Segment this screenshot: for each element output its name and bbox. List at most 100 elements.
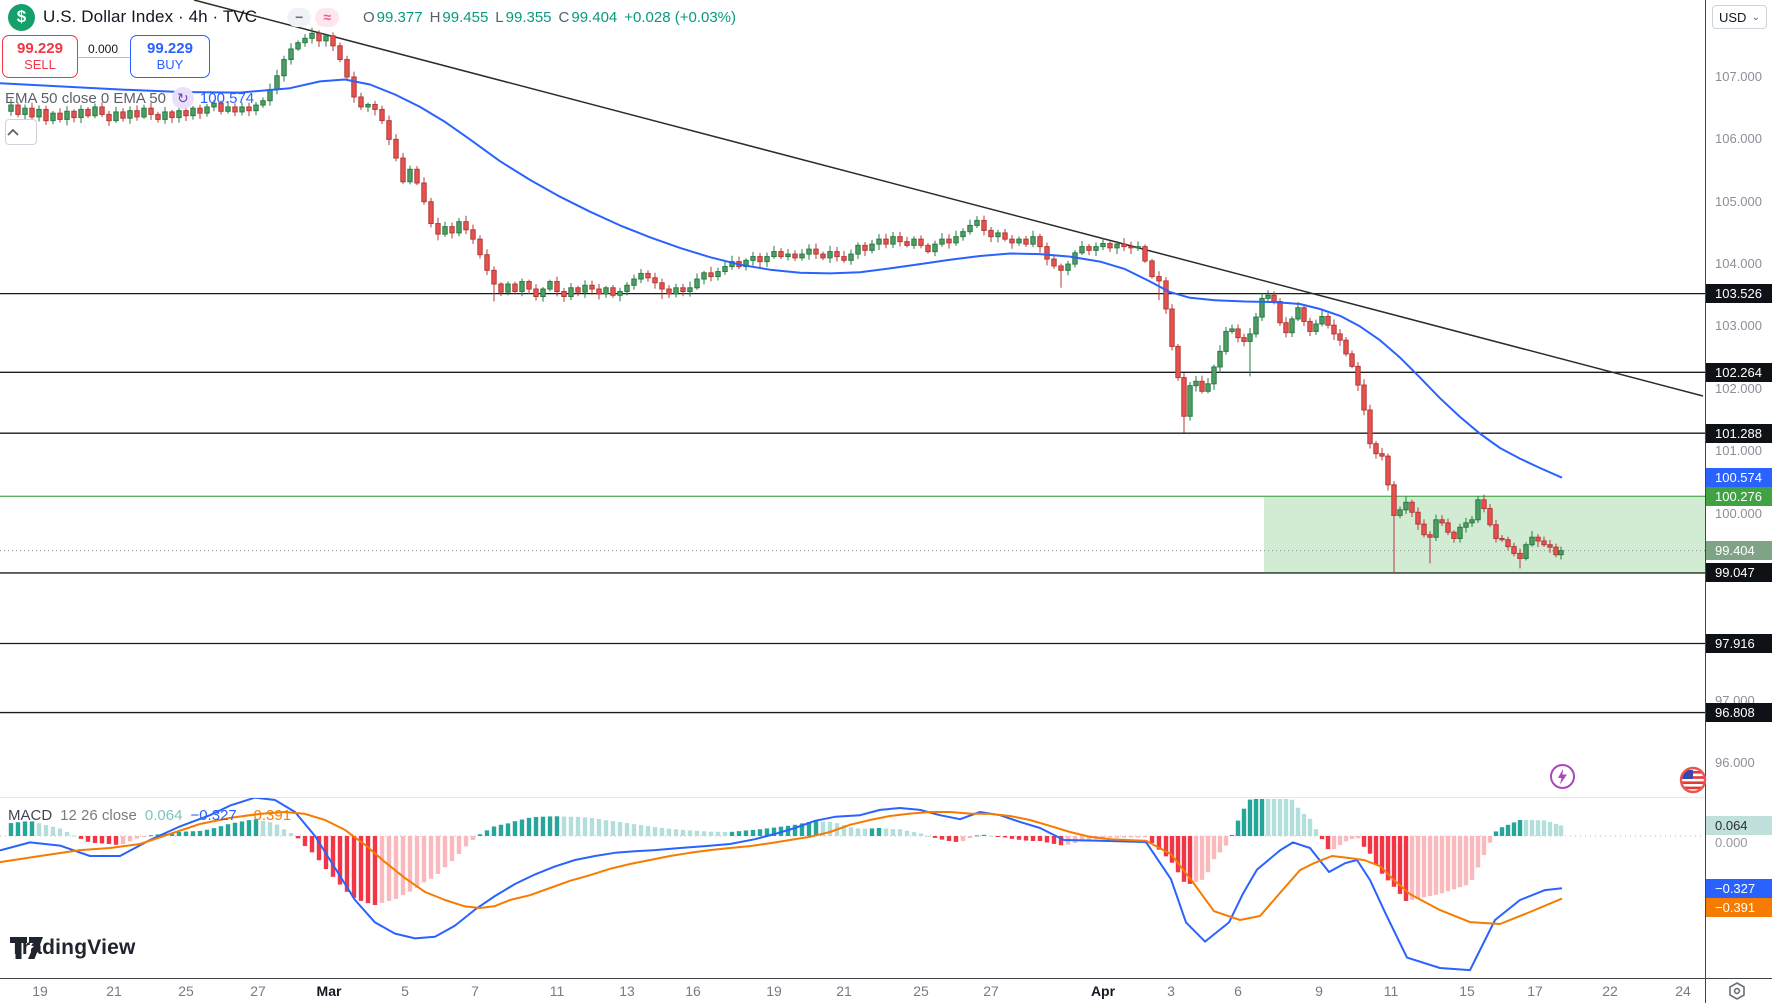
buy-button[interactable]: 99.229 BUY bbox=[130, 35, 210, 78]
macd-chart[interactable] bbox=[0, 797, 1705, 978]
candle-body bbox=[638, 272, 644, 280]
sync-icon[interactable]: ↻ bbox=[171, 87, 194, 109]
candle-body bbox=[1058, 265, 1064, 271]
macd-histogram-bar bbox=[365, 836, 371, 904]
candle-body bbox=[239, 106, 245, 113]
tradingview-logo[interactable]: TradingView bbox=[10, 936, 136, 960]
candle-body bbox=[1277, 300, 1283, 324]
candle-body bbox=[50, 112, 56, 122]
candle-body bbox=[484, 254, 490, 271]
symbol-title[interactable]: U.S. Dollar Index · 4h · TVC bbox=[43, 7, 258, 26]
macd-histogram-bar bbox=[148, 835, 154, 837]
macd-histogram-bar bbox=[757, 829, 763, 836]
candle-body bbox=[540, 288, 546, 298]
candle-body bbox=[141, 107, 147, 118]
macd-histogram-bar bbox=[435, 836, 441, 874]
candle-body bbox=[323, 35, 329, 42]
ema-legend-value: 100.574 bbox=[199, 89, 255, 107]
candle-body bbox=[918, 238, 924, 246]
macd-histogram-bar bbox=[1100, 836, 1106, 839]
macd-histogram-bar bbox=[246, 820, 252, 836]
time-label-day: 22 bbox=[1602, 983, 1618, 999]
price-tick: 100.000 bbox=[1715, 505, 1762, 521]
macd-hist-axis-label: 0.064 bbox=[1706, 816, 1772, 836]
currency-dropdown[interactable]: USD ⌄ bbox=[1712, 5, 1767, 29]
macd-histogram-bar bbox=[484, 830, 490, 836]
level-price-label: 103.526 bbox=[1706, 284, 1772, 304]
buy-price: 99.229 bbox=[147, 40, 193, 57]
candle-body bbox=[218, 102, 224, 112]
time-label-day: 3 bbox=[1167, 983, 1175, 999]
macd-histogram-bar bbox=[1193, 836, 1199, 882]
macd-histogram-bar bbox=[883, 828, 889, 836]
macd-histogram-bar bbox=[1319, 836, 1325, 840]
candle-body bbox=[295, 42, 301, 50]
candle-body bbox=[414, 168, 420, 184]
macd-histogram-bar bbox=[855, 828, 861, 836]
price-axis[interactable]: USD ⌄ 107.000 106.000 105.000 104.000 103.00… bbox=[1705, 0, 1772, 1003]
macd-histogram-bar bbox=[1135, 836, 1141, 838]
candle-body bbox=[106, 113, 112, 122]
candle-body bbox=[1002, 232, 1008, 240]
macd-histogram-bar bbox=[1529, 820, 1535, 836]
candle-body bbox=[1481, 499, 1487, 510]
macd-histogram-bar bbox=[470, 836, 476, 840]
high-label: H bbox=[429, 8, 441, 26]
macd-histogram-bar bbox=[1114, 836, 1120, 838]
price-chart[interactable] bbox=[0, 0, 1705, 797]
macd-histogram-bar bbox=[456, 836, 462, 854]
candle-body bbox=[1163, 280, 1169, 310]
macd-line-axis-label: −0.327 bbox=[1706, 879, 1772, 898]
macd-histogram-bar bbox=[1391, 836, 1397, 887]
macd-histogram-bar bbox=[904, 830, 910, 836]
macd-histogram-bar bbox=[127, 836, 133, 842]
macd-histogram-bar bbox=[1277, 799, 1283, 836]
macd-histogram-bar bbox=[1403, 836, 1409, 901]
candle-body bbox=[22, 107, 28, 115]
macd-histogram-bar bbox=[764, 828, 770, 836]
candle-body bbox=[624, 284, 630, 293]
candle-body bbox=[1259, 297, 1265, 318]
macd-histogram-bar bbox=[1187, 836, 1193, 884]
macd-histogram-bar bbox=[463, 836, 469, 847]
macd-name: MACD bbox=[8, 807, 53, 824]
candle-body bbox=[1065, 263, 1071, 271]
time-axis[interactable]: 19 21 25 27 Mar 5 7 11 13 16 19 21 25 27 Apr 3 6 9 11 15 17 2… bbox=[0, 978, 1772, 1003]
macd-histogram-bar bbox=[974, 835, 980, 837]
candle-body bbox=[386, 120, 392, 140]
sell-label: SELL bbox=[24, 57, 56, 72]
candle-body bbox=[568, 287, 574, 298]
sell-button[interactable]: 99.229 SELL bbox=[2, 35, 78, 78]
low-value: 99.355 bbox=[505, 8, 552, 26]
macd-histogram-bar bbox=[652, 827, 658, 836]
candle-body bbox=[1373, 443, 1379, 455]
macd-line-value: −0.327 bbox=[190, 807, 237, 824]
candle-body bbox=[1535, 536, 1541, 542]
candle-body bbox=[806, 248, 812, 255]
candle-body bbox=[1553, 546, 1559, 556]
candle-body bbox=[1199, 380, 1205, 392]
macd-histogram-bar bbox=[1175, 836, 1181, 873]
time-label-day: 6 bbox=[1234, 983, 1242, 999]
candle-body bbox=[253, 104, 259, 112]
candle-body bbox=[498, 283, 504, 293]
candle-body bbox=[1385, 455, 1391, 486]
minus-pill-button[interactable]: − bbox=[287, 7, 312, 27]
level-price-label: 97.916 bbox=[1706, 633, 1772, 653]
macd-histogram-bar bbox=[393, 836, 399, 899]
macd-histogram-bar bbox=[967, 836, 973, 838]
macd-histogram-bar bbox=[1493, 831, 1499, 836]
collapse-pane-button[interactable] bbox=[5, 119, 37, 145]
candle-body bbox=[379, 108, 385, 122]
axis-corner-divider bbox=[1705, 979, 1706, 1003]
approx-pill-button[interactable]: ≈ bbox=[315, 7, 339, 27]
macd-histogram-bar bbox=[722, 831, 728, 836]
macd-histogram-bar bbox=[316, 836, 322, 861]
macd-histogram-bar bbox=[190, 831, 196, 836]
candle-body bbox=[1121, 243, 1127, 248]
pane-separator[interactable] bbox=[0, 797, 1705, 798]
candle-body bbox=[176, 110, 182, 119]
macd-histogram-bar bbox=[988, 835, 994, 837]
macd-legend: MACD 12 26 close 0.064 −0.327 −0.391 bbox=[8, 807, 291, 824]
macd-histogram-bar bbox=[589, 818, 595, 836]
